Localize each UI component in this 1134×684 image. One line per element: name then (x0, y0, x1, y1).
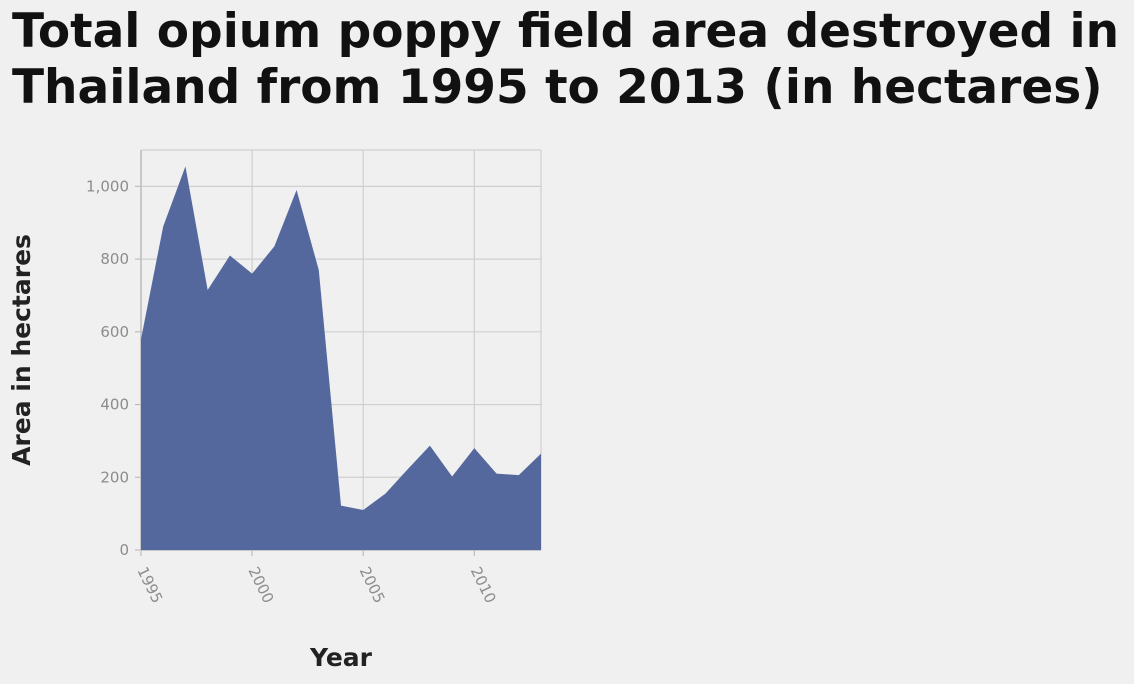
y-tick-label: 200 (100, 468, 129, 486)
y-axis-label: Area in hectares (7, 234, 36, 466)
area-series (141, 166, 541, 550)
y-tick-label: 800 (100, 250, 129, 268)
y-tick-label: 1,000 (86, 177, 129, 195)
x-tick-label: 2000 (245, 564, 278, 606)
y-axis-ticks: 0 200 400 600 800 1,000 (86, 177, 141, 559)
y-tick-label: 400 (100, 396, 129, 414)
x-tick-label: 2010 (467, 564, 500, 606)
y-tick-label: 0 (119, 541, 129, 559)
y-tick-label: 600 (100, 323, 129, 341)
x-axis-ticks: 1995 2000 2005 2010 (133, 550, 500, 606)
x-axis-label: Year (309, 643, 373, 672)
chart-title: Total opium poppy field area destroyed i… (12, 4, 1120, 115)
x-tick-label: 1995 (133, 564, 166, 606)
x-tick-label: 2005 (356, 564, 389, 606)
